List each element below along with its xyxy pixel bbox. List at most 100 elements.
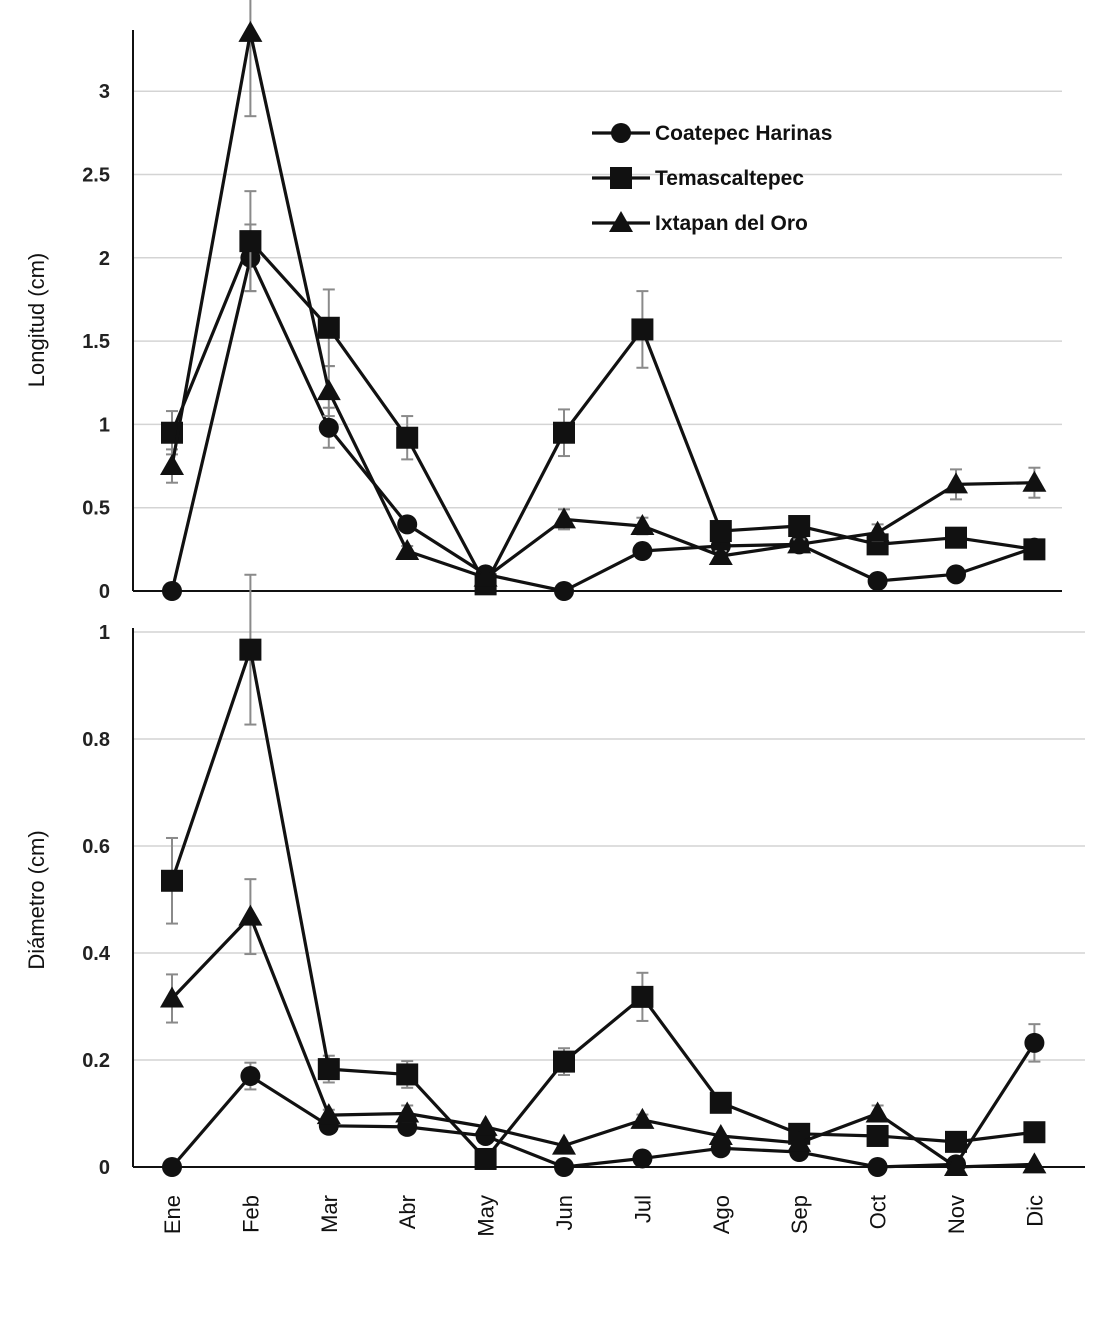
diametro-y-tick-label: 1	[99, 622, 110, 644]
longitud-point-ixtapan-del-oro	[238, 20, 263, 42]
diametro-y-tick-label: 0.4	[82, 943, 111, 965]
longitud-y-tick-label: 2	[99, 248, 110, 270]
diametro-point-ixtapan-del-oro	[708, 1123, 733, 1145]
longitud-series-line-ixtapan-del-oro	[170, 31, 1035, 580]
diametro-series-ixtapan-del-oro	[160, 878, 1047, 1176]
x-tick-label: Oct	[866, 1195, 891, 1229]
x-tick-label: Dic	[1022, 1195, 1047, 1227]
longitud-point-temascaltepec	[709, 520, 732, 543]
diametro-point-temascaltepec	[1023, 1121, 1046, 1144]
diametro-series-line-temascaltepec	[170, 648, 1035, 1161]
legend-marker-temascaltepec	[610, 167, 632, 189]
longitud-point-temascaltepec	[317, 316, 340, 339]
longitud-y-tick-label: 1	[99, 414, 110, 436]
legend-label-temascaltepec: Temascaltepec	[655, 167, 804, 190]
longitud-point-temascaltepec	[945, 526, 967, 549]
diametro-point-coatepec-harinas	[240, 1066, 261, 1087]
longitud-y-tick-label: 3	[99, 81, 110, 103]
longitud-point-ixtapan-del-oro	[316, 379, 341, 401]
longitud-panel: 0 0.5 1 1.5 2 2.5 3 Longitud (cm) Coatepec Harin…	[24, 0, 1062, 603]
diametro-panel: 0 0.2 0.4 0.6 0.8 1 Diámetro (cm)	[24, 573, 1085, 1179]
diametro-point-temascaltepec	[239, 638, 262, 661]
x-tick-label: Mar	[317, 1195, 342, 1233]
diametro-point-temascaltepec	[553, 1050, 575, 1073]
diametro-series-line-ixtapan-del-oro	[170, 915, 1035, 1169]
longitud-series-ixtapan-del-oro	[160, 0, 1047, 587]
diametro-point-ixtapan-del-oro	[160, 986, 184, 1008]
diametro-y-tick-label: 0	[99, 1157, 110, 1179]
diametro-point-coatepec-harinas	[554, 1157, 574, 1177]
longitud-point-coatepec-harinas	[554, 581, 574, 601]
diametro-point-ixtapan-del-oro	[865, 1101, 890, 1123]
longitud-point-ixtapan-del-oro	[473, 565, 498, 587]
diametro-point-coatepec-harinas	[632, 1148, 653, 1169]
x-tick-label: Jun	[552, 1195, 577, 1230]
longitud-point-temascaltepec	[788, 515, 811, 538]
diametro-point-ixtapan-del-oro	[944, 1155, 968, 1176]
diametro-point-ixtapan-del-oro	[630, 1107, 655, 1129]
longitud-y-tick-label: 0	[99, 581, 110, 603]
diametro-point-ixtapan-del-oro	[473, 1114, 498, 1136]
diametro-series-temascaltepec	[161, 573, 1046, 1170]
x-tick-label: Ago	[709, 1195, 734, 1234]
diametro-point-temascaltepec	[161, 869, 183, 892]
longitud-series-temascaltepec	[161, 190, 1046, 596]
diametro-point-temascaltepec	[631, 985, 654, 1008]
diametro-y-tick-label: 0.6	[82, 836, 110, 858]
longitud-point-temascaltepec	[396, 426, 419, 449]
longitud-point-ixtapan-del-oro	[630, 514, 655, 536]
longitud-point-coatepec-harinas	[397, 514, 418, 535]
longitud-point-temascaltepec	[239, 230, 262, 253]
diametro-point-ixtapan-del-oro	[238, 904, 263, 926]
legend-label-ixtapan-del-oro: Ixtapan del Oro	[655, 212, 808, 235]
longitud-point-coatepec-harinas	[318, 417, 339, 438]
longitud-point-temascaltepec	[631, 318, 654, 341]
longitud-point-temascaltepec	[553, 421, 575, 444]
x-axis-month-labels: Ene Feb Mar Abr May Jun Jul Ago Sep Oct Nov Dic	[160, 1195, 1047, 1237]
diametro-series-coatepec-harinas	[162, 1023, 1045, 1177]
longitud-point-ixtapan-del-oro	[160, 454, 184, 476]
diametro-point-coatepec-harinas	[162, 1157, 182, 1177]
diametro-point-ixtapan-del-oro	[1022, 1152, 1047, 1174]
x-tick-label: Ene	[160, 1195, 185, 1234]
x-tick-label: Nov	[944, 1195, 969, 1234]
diametro-y-tick-label: 0.8	[82, 729, 110, 751]
x-tick-label: Sep	[787, 1195, 812, 1234]
longitud-y-tick-label: 2.5	[82, 165, 110, 187]
diametro-point-temascaltepec	[866, 1124, 889, 1147]
diametro-point-ixtapan-del-oro	[395, 1101, 420, 1123]
longitud-point-ixtapan-del-oro	[865, 520, 890, 542]
longitud-point-ixtapan-del-oro	[944, 472, 968, 494]
longitud-point-coatepec-harinas	[867, 571, 888, 592]
x-tick-label: Abr	[395, 1195, 420, 1229]
diametro-y-tick-label: 0.2	[82, 1050, 110, 1072]
diametro-point-coatepec-harinas	[867, 1157, 888, 1177]
longitud-point-ixtapan-del-oro	[1022, 470, 1047, 492]
longitud-point-temascaltepec	[1023, 538, 1046, 561]
longitud-y-tick-label: 1.5	[82, 331, 110, 353]
x-tick-label: May	[474, 1195, 499, 1237]
diametro-point-coatepec-harinas	[1024, 1032, 1045, 1053]
diametro-point-ixtapan-del-oro	[787, 1130, 812, 1152]
x-tick-label: Feb	[238, 1195, 263, 1233]
longitud-series-line-coatepec-harinas	[170, 256, 1035, 593]
longitud-y-tick-label: 0.5	[82, 498, 110, 520]
diametro-point-ixtapan-del-oro	[316, 1103, 341, 1125]
longitud-point-coatepec-harinas	[946, 564, 966, 585]
diametro-point-temascaltepec	[317, 1058, 340, 1081]
diametro-point-temascaltepec	[474, 1147, 497, 1170]
legend-label-coatepec-harinas: Coatepec Harinas	[655, 122, 832, 145]
legend-marker-ixtapan-del-oro	[609, 211, 633, 232]
longitud-series-coatepec-harinas	[162, 223, 1045, 601]
longitud-point-ixtapan-del-oro	[787, 532, 812, 554]
longitud-point-coatepec-harinas	[632, 541, 653, 562]
legend: Coatepec Harinas Temascaltepec Ixtapan del…	[592, 122, 832, 235]
diametro-point-temascaltepec	[945, 1130, 967, 1153]
legend-marker-coatepec-harinas	[611, 123, 631, 143]
longitud-point-ixtapan-del-oro	[708, 544, 733, 566]
longitud-y-axis-title: Longitud (cm)	[24, 253, 49, 388]
diametro-series-line-coatepec-harinas	[170, 1042, 1036, 1169]
x-tick-label: Jul	[630, 1195, 655, 1223]
diametro-point-temascaltepec	[709, 1091, 732, 1114]
